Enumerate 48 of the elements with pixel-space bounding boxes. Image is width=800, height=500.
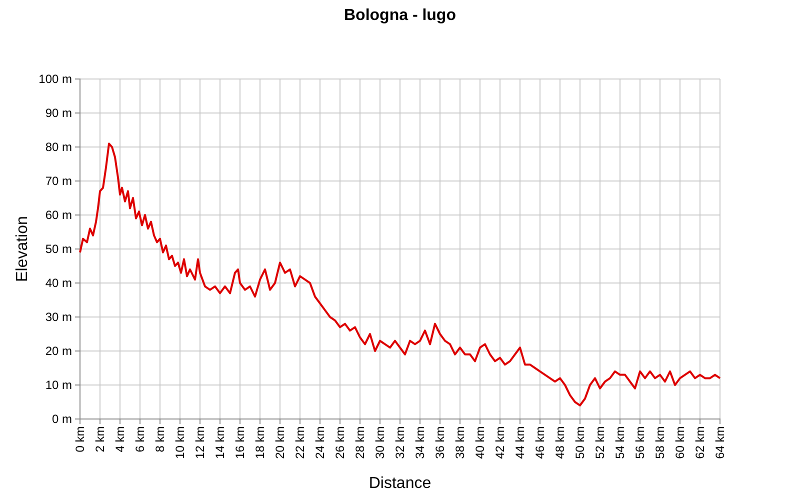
- y-tick-label: 20 m: [45, 344, 72, 358]
- y-tick-label: 60 m: [45, 208, 72, 222]
- x-tick-label: 2 km: [93, 426, 108, 452]
- x-tick-label: 48 km: [553, 426, 568, 459]
- x-tick-label: 30 km: [373, 426, 388, 459]
- x-tick-label: 18 km: [253, 426, 268, 459]
- y-tick-label: 30 m: [45, 310, 72, 324]
- x-tick-label: 4 km: [113, 426, 128, 452]
- x-tick-label: 58 km: [653, 426, 668, 459]
- x-tick-label: 54 km: [613, 426, 628, 459]
- x-tick-label: 16 km: [233, 426, 248, 459]
- x-tick-label: 32 km: [393, 426, 408, 459]
- x-tick-label: 0 km: [73, 426, 88, 452]
- chart-title: Bologna - lugo: [344, 7, 456, 24]
- x-tick-label: 50 km: [573, 426, 588, 459]
- x-tick-label: 22 km: [293, 426, 308, 459]
- x-tick-label: 38 km: [453, 426, 468, 459]
- y-tick-label: 10 m: [45, 378, 72, 392]
- x-tick-label: 6 km: [133, 426, 148, 452]
- x-tick-label: 12 km: [193, 426, 208, 459]
- y-tick-label: 0 m: [52, 412, 72, 426]
- x-tick-label: 28 km: [353, 426, 368, 459]
- x-tick-label: 10 km: [173, 426, 188, 459]
- x-tick-label: 34 km: [413, 426, 428, 459]
- x-tick-label: 26 km: [333, 426, 348, 459]
- x-tick-label: 8 km: [153, 426, 168, 452]
- x-tick-label: 46 km: [533, 426, 548, 459]
- x-tick-label: 40 km: [473, 426, 488, 459]
- x-tick-label: 42 km: [493, 426, 508, 459]
- x-tick-label: 24 km: [313, 426, 328, 459]
- y-tick-label: 100 m: [38, 72, 72, 86]
- x-tick-label: 36 km: [433, 426, 448, 459]
- x-tick-label: 14 km: [213, 426, 228, 459]
- y-tick-label: 70 m: [45, 174, 72, 188]
- y-tick-label: 40 m: [45, 276, 72, 290]
- x-tick-label: 20 km: [273, 426, 288, 459]
- x-tick-label: 62 km: [693, 426, 708, 459]
- line-series: [79, 142, 721, 406]
- x-tick-label: 64 km: [713, 426, 728, 459]
- x-tick-label: 52 km: [593, 426, 608, 459]
- x-axis-title: Distance: [368, 475, 432, 492]
- y-tick-label: 50 m: [45, 242, 72, 256]
- y-axis-title: Elevation: [14, 216, 31, 282]
- x-tick-label: 56 km: [633, 426, 648, 459]
- y-tick-label: 80 m: [45, 140, 72, 154]
- y-tick-label: 90 m: [45, 106, 72, 120]
- x-tick-label: 44 km: [513, 426, 528, 459]
- x-tick-label: 60 km: [673, 426, 688, 459]
